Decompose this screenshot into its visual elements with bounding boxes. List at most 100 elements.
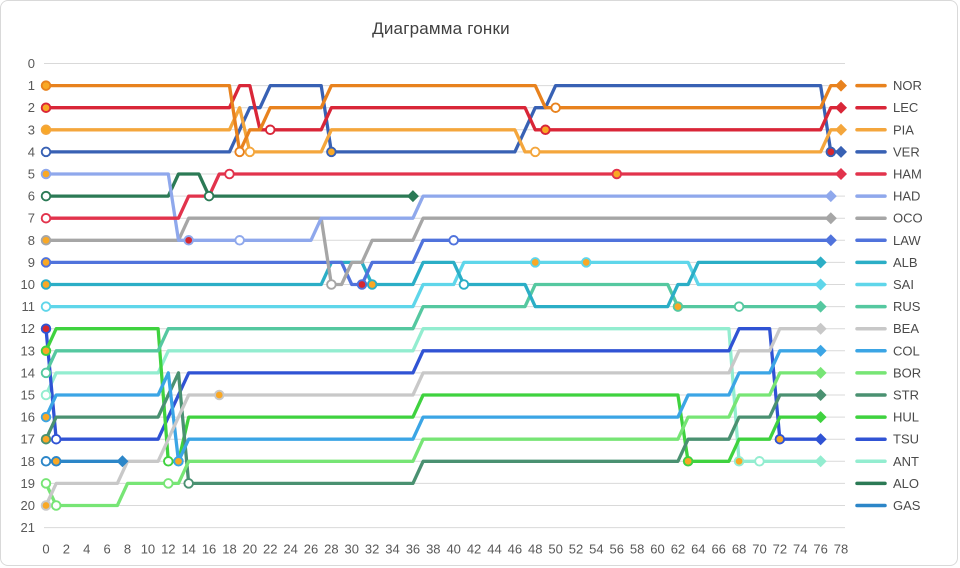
legend-label-ALB: ALB (893, 255, 918, 270)
x-axis-tick-label: 22 (263, 542, 277, 557)
tyre-marker-ANT (733, 456, 745, 467)
finish-diamond-OCO (824, 212, 837, 225)
tyre-marker-COL (40, 411, 52, 423)
tyre-marker-STR (183, 478, 194, 489)
tyre-marker-VER (326, 146, 337, 158)
tyre-marker-LAW (356, 279, 368, 290)
finish-diamond-GAS (116, 455, 129, 468)
series-line-BOR (44, 371, 823, 508)
legend-label-COL: COL (893, 343, 920, 358)
tyre-marker-LEC (40, 102, 52, 113)
y-axis-tick-label: 18 (21, 454, 35, 469)
finish-diamond-LEC (835, 101, 847, 114)
finish-diamond-PIA (835, 123, 847, 136)
legend-label-PIA: PIA (893, 122, 914, 137)
tyre-marker-ALB (458, 279, 470, 290)
x-axis-tick-label: 54 (589, 542, 603, 557)
x-axis-tick-label: 38 (426, 542, 440, 557)
tyre-marker-HUL (682, 456, 694, 467)
x-axis-tick-label: 56 (610, 542, 624, 557)
tyre-marker-COL (173, 456, 184, 467)
finish-diamond-HUL (814, 411, 827, 424)
tyre-marker-LAW (448, 235, 459, 246)
x-axis-tick-label: 58 (630, 542, 644, 557)
y-axis-tick-label: 4 (28, 144, 35, 159)
x-axis-tick-label: 48 (528, 542, 542, 557)
tyre-marker-HAD (40, 168, 52, 180)
legend-label-HAD: HAD (893, 189, 920, 204)
tyre-marker-SAI (40, 301, 52, 312)
finish-diamond-HAM (835, 168, 847, 180)
finish-diamond-COL (814, 344, 827, 357)
series-line-ANT (44, 327, 823, 463)
x-axis-tick-label: 12 (161, 542, 175, 557)
y-axis-tick-label: 11 (22, 299, 36, 314)
legend-label-GAS: GAS (893, 498, 921, 513)
tyre-marker-LEC (264, 124, 276, 136)
x-axis-tick-label: 68 (732, 542, 746, 557)
legend-label-LAW: LAW (893, 233, 921, 248)
tyre-marker-ANT (40, 389, 52, 401)
tyre-marker-OCO (40, 235, 52, 246)
x-axis-tick-label: 16 (202, 542, 216, 557)
y-axis-tick-label: 20 (21, 498, 35, 513)
x-axis-tick-label: 72 (773, 542, 787, 557)
series-line-TSU (44, 327, 823, 441)
tyre-marker-VER (40, 146, 52, 158)
series-line-NOR (44, 83, 843, 154)
tyre-marker-TSU (774, 433, 786, 445)
series-line-ALB (44, 260, 823, 309)
x-axis-tick-label: 10 (141, 542, 155, 557)
tyre-marker-OCO (326, 279, 337, 290)
y-axis-tick-label: 0 (28, 56, 35, 71)
y-axis-tick-label: 16 (21, 410, 35, 425)
legend-label-HAM: HAM (893, 167, 922, 182)
x-axis-tick-label: 4 (83, 542, 90, 557)
x-axis-tick-label: 44 (487, 542, 501, 557)
finish-diamond-STR (814, 389, 827, 401)
series-line-RUS (44, 282, 823, 375)
tyre-marker-LAW (40, 257, 52, 268)
x-axis-tick-label: 2 (63, 542, 70, 557)
finish-diamond-ANT (814, 455, 827, 468)
series-line-HAD (44, 172, 833, 242)
x-axis-tick-label: 52 (569, 542, 583, 557)
tyre-marker-RUS (40, 367, 52, 379)
y-axis-tick-label: 6 (28, 189, 35, 204)
y-axis-tick-label: 10 (21, 277, 35, 292)
y-axis-tick-label: 21 (21, 520, 35, 535)
tyre-marker-STR (40, 433, 52, 445)
tyre-marker-PIA (244, 146, 256, 158)
legend-label-SAI: SAI (893, 277, 914, 292)
tyre-marker-TSU (40, 323, 52, 334)
tyre-marker-PIA (529, 146, 541, 158)
y-axis-tick-label: 9 (28, 255, 35, 270)
finish-diamond-RUS (814, 300, 827, 313)
tyre-marker-BOR (50, 500, 62, 511)
y-axis-tick-label: 5 (28, 167, 35, 182)
finish-diamond-VER (835, 145, 847, 158)
finish-diamond-SAI (814, 278, 827, 291)
legend-label-NOR: NOR (893, 78, 922, 93)
x-axis-tick-label: 64 (691, 542, 705, 557)
x-axis-tick-label: 76 (813, 542, 827, 557)
x-axis-tick-label: 60 (650, 542, 664, 557)
y-axis-tick-label: 14 (21, 365, 35, 380)
legend-label-ALO: ALO (893, 476, 919, 491)
x-axis-tick-label: 78 (834, 542, 848, 557)
x-axis-tick-label: 18 (222, 542, 236, 557)
y-axis-tick-label: 7 (28, 211, 35, 226)
finish-diamond-HAD (824, 190, 837, 203)
y-axis-tick-label: 3 (28, 122, 35, 137)
legend-label-RUS: RUS (893, 299, 921, 314)
y-axis-tick-label: 12 (21, 321, 35, 336)
y-axis-tick-label: 13 (21, 343, 35, 358)
series-line-ALO (44, 172, 415, 198)
finish-diamond-NOR (835, 79, 847, 92)
series-line-HAM (44, 172, 843, 220)
series-line-LEC (44, 83, 843, 132)
y-axis-tick-label: 15 (21, 388, 35, 403)
x-axis-tick-label: 66 (711, 542, 725, 557)
x-axis-tick-label: 50 (548, 542, 562, 557)
tyre-marker-ALO (40, 190, 52, 202)
